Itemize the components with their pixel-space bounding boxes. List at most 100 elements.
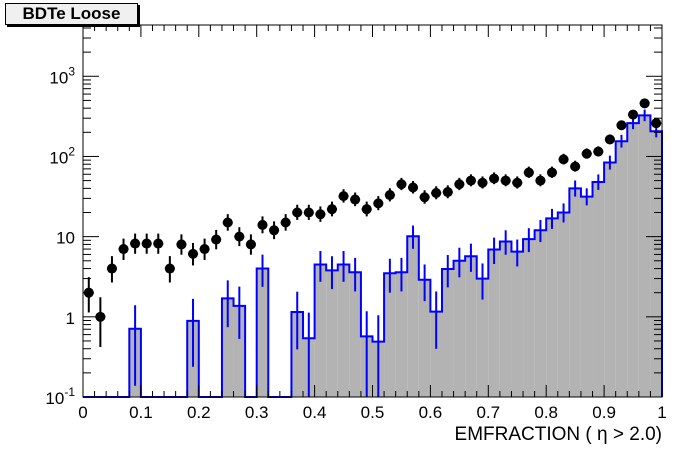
mc-bar xyxy=(221,298,234,397)
data-point xyxy=(118,244,129,255)
data-point xyxy=(419,192,430,203)
mc-bar xyxy=(627,123,639,397)
mc-bar xyxy=(337,264,350,397)
mc-bar xyxy=(476,278,489,397)
data-point xyxy=(593,146,604,157)
data-point xyxy=(535,175,546,186)
data-point xyxy=(512,177,523,188)
x-tick-label: 0.4 xyxy=(303,403,327,422)
data-point xyxy=(245,239,256,250)
mc-bar xyxy=(326,270,338,397)
data-point xyxy=(454,179,465,190)
x-tick-label: 0.9 xyxy=(592,403,616,422)
data-point xyxy=(523,167,534,178)
mc-bar xyxy=(256,268,269,397)
data-point xyxy=(384,190,395,201)
mc-bar xyxy=(557,212,570,397)
mc-bar xyxy=(580,196,593,397)
data-point xyxy=(361,204,372,215)
data-point xyxy=(303,207,314,218)
y-tick-label: 10-1 xyxy=(45,385,75,408)
y-tick-base: 10 xyxy=(45,389,64,408)
data-point xyxy=(570,161,581,172)
data-point xyxy=(338,191,349,202)
mc-bar xyxy=(465,256,477,397)
mc-bar xyxy=(523,239,535,397)
x-tick-label: 0.1 xyxy=(129,403,153,422)
data-point xyxy=(106,263,117,274)
y-tick-base: 1 xyxy=(66,309,75,328)
data-point xyxy=(326,204,337,215)
data-point xyxy=(465,175,476,186)
data-point xyxy=(211,234,222,245)
mc-bar xyxy=(534,230,547,397)
mc-bar xyxy=(488,249,500,397)
data-point xyxy=(176,239,187,250)
data-point xyxy=(628,109,639,120)
data-point xyxy=(188,248,199,259)
data-point xyxy=(257,219,268,230)
x-tick-label: 0.8 xyxy=(534,403,558,422)
data-point xyxy=(442,187,453,198)
mc-bar xyxy=(546,218,558,397)
data-point xyxy=(616,120,627,131)
mc-bar xyxy=(511,251,524,397)
data-point xyxy=(651,118,662,129)
y-tick-label: 103 xyxy=(49,64,75,87)
x-axis-label: EMFRACTION ( η > 2.0) xyxy=(454,424,662,445)
data-point xyxy=(500,175,511,186)
data-point xyxy=(350,194,361,205)
x-tick-label: 0 xyxy=(78,403,87,422)
data-point xyxy=(153,238,164,249)
mc-bar xyxy=(349,272,361,397)
x-tick-label: 0.3 xyxy=(245,403,269,422)
data-point xyxy=(130,238,141,249)
y-tick-label: 102 xyxy=(49,144,75,167)
mc-bar xyxy=(233,305,246,397)
mc-bar xyxy=(650,131,662,397)
mc-bar xyxy=(592,182,605,397)
data-point xyxy=(199,244,210,255)
mc-bar xyxy=(395,272,408,397)
y-tick-label: 1 xyxy=(66,309,75,328)
mc-bar xyxy=(441,268,454,397)
data-point xyxy=(292,207,303,218)
data-point xyxy=(581,148,592,159)
x-tick-label: 0.2 xyxy=(187,403,211,422)
mc-bar xyxy=(569,188,581,397)
mc-bar xyxy=(384,273,396,397)
data-point xyxy=(639,98,650,109)
mc-bar xyxy=(604,162,616,397)
data-point xyxy=(604,134,615,145)
mc-bar xyxy=(453,260,466,397)
data-point xyxy=(315,209,326,220)
mc-bar xyxy=(291,311,304,397)
mc-bar xyxy=(638,115,651,398)
data-point xyxy=(431,188,442,199)
data-point xyxy=(141,238,152,249)
data-point xyxy=(546,167,557,178)
y-tick-exponent: 2 xyxy=(68,144,75,158)
mc-bar xyxy=(407,236,419,397)
data-point xyxy=(95,311,106,322)
y-tick-exponent: 3 xyxy=(68,64,75,78)
data-point xyxy=(558,154,569,165)
mc-bar xyxy=(499,241,512,397)
data-point xyxy=(234,231,245,242)
data-point xyxy=(269,225,280,236)
data-point xyxy=(164,263,175,274)
data-point xyxy=(408,182,419,193)
data-point xyxy=(489,173,500,184)
chart-title: BDTe Loose xyxy=(5,3,138,25)
y-tick-base: 10 xyxy=(49,148,68,167)
mc-bar xyxy=(615,141,628,397)
x-tick-label: 0.6 xyxy=(419,403,443,422)
data-point xyxy=(373,198,384,209)
data-point xyxy=(280,217,291,228)
mc-bar xyxy=(430,311,442,397)
data-point xyxy=(222,217,233,228)
y-tick-base: 10 xyxy=(56,229,75,248)
data-point xyxy=(477,177,488,188)
y-tick-base: 10 xyxy=(49,68,68,87)
